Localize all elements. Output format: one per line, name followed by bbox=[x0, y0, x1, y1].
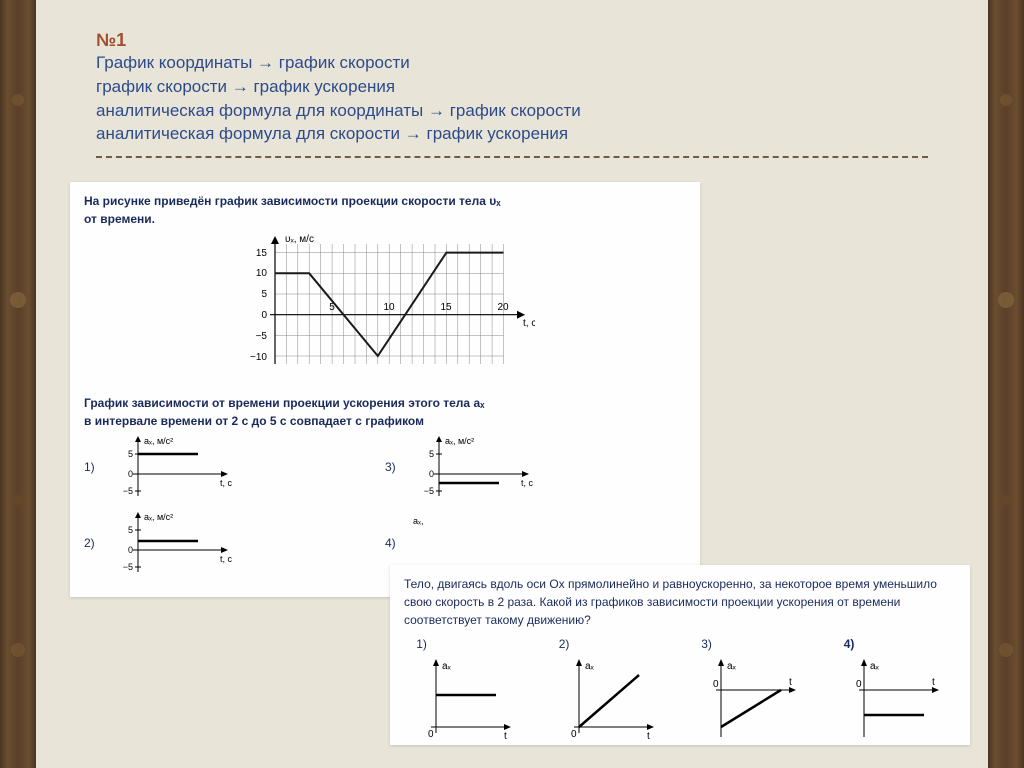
problem-number: №1 bbox=[96, 30, 126, 50]
header-line-4: аналитическая формула для скорости → гра… bbox=[96, 122, 928, 146]
ans1-num: 1) bbox=[84, 434, 108, 476]
answer-options-1: 1) 5 0 −5 aₓ, м/с² t, с 3) 5 0 −5 bbox=[84, 434, 686, 586]
svg-text:t: t bbox=[647, 731, 650, 742]
svg-text:t: t bbox=[504, 731, 507, 742]
svg-text:−5: −5 bbox=[123, 486, 133, 496]
svg-text:aₓ: aₓ bbox=[442, 661, 452, 672]
ans3-num: 3) bbox=[385, 434, 409, 476]
svg-text:0: 0 bbox=[428, 729, 434, 740]
svg-text:0: 0 bbox=[128, 469, 133, 479]
b2-ans3-num: 3) bbox=[701, 635, 712, 653]
svg-text:t: t bbox=[789, 677, 792, 688]
svg-text:−5: −5 bbox=[424, 486, 434, 496]
b2-ans2-chart: aₓ t 0 bbox=[559, 655, 659, 745]
mid-var: aₓ bbox=[473, 396, 484, 410]
svg-text:0: 0 bbox=[429, 469, 434, 479]
svg-text:t: t bbox=[932, 677, 935, 688]
svg-text:5: 5 bbox=[128, 525, 133, 535]
ans2-num: 2) bbox=[84, 510, 108, 552]
header-line-1: График координаты → график скорости bbox=[96, 51, 928, 75]
svg-text:aₓ: aₓ bbox=[870, 661, 880, 672]
svg-text:5: 5 bbox=[128, 449, 133, 459]
problem-box-1: На рисунке приведён график зависимости п… bbox=[70, 182, 700, 597]
svg-text:0: 0 bbox=[128, 545, 133, 555]
svg-text:υₓ, м/с: υₓ, м/с bbox=[285, 234, 314, 245]
svg-text:−5: −5 bbox=[256, 331, 268, 342]
ans3-chart: 5 0 −5 aₓ, м/с² t, с bbox=[409, 434, 539, 504]
intro-text: На рисунке приведён график зависимости п… bbox=[84, 192, 686, 210]
ans1-chart: 5 0 −5 aₓ, м/с² t, с bbox=[108, 434, 238, 504]
svg-text:t, с: t, с bbox=[220, 478, 233, 488]
problem-box-2: Тело, двигаясь вдоль оси Ox прямолинейно… bbox=[390, 565, 970, 745]
svg-text:0: 0 bbox=[713, 679, 719, 690]
middle-text: График зависимости от времени проекции у… bbox=[84, 394, 686, 412]
decorative-border-left bbox=[0, 0, 36, 768]
decorative-border-right bbox=[988, 0, 1024, 768]
svg-text:0: 0 bbox=[856, 679, 862, 690]
b2-ans3-chart: aₓ t 0 bbox=[701, 655, 801, 745]
svg-text:aₓ, м/с²: aₓ, м/с² bbox=[445, 436, 474, 446]
b2-ans2-num: 2) bbox=[559, 635, 570, 653]
ans2-chart: 5 0 −5 aₓ, м/с² t, с bbox=[108, 510, 238, 580]
svg-text:0: 0 bbox=[261, 310, 267, 321]
svg-text:t, с: t, с bbox=[220, 554, 233, 564]
svg-text:5: 5 bbox=[429, 449, 434, 459]
header-block: №1 График координаты → график скорости г… bbox=[96, 30, 928, 146]
svg-text:15: 15 bbox=[440, 302, 452, 313]
header-line-3: аналитическая формула для координаты → г… bbox=[96, 99, 928, 123]
svg-text:−10: −10 bbox=[250, 352, 267, 363]
svg-text:−5: −5 bbox=[123, 562, 133, 572]
main-velocity-chart: 15 10 5 0 −5 −10 5 10 15 20 υₓ, м/с t, с bbox=[84, 234, 686, 384]
mid-b: в интервале времени от 2 с до 5 с совпад… bbox=[84, 412, 686, 430]
mid-a: График зависимости от времени проекции у… bbox=[84, 396, 473, 410]
svg-text:0: 0 bbox=[571, 729, 577, 740]
ans4-num: 4) bbox=[385, 510, 409, 552]
svg-text:aₓ,: aₓ, bbox=[413, 516, 423, 526]
svg-text:10: 10 bbox=[383, 302, 395, 313]
intro-var: υₓ bbox=[489, 194, 500, 208]
box2-answers: 1) aₓ t 0 2) aₓ t 0 3) bbox=[404, 635, 956, 745]
svg-text:t, с: t, с bbox=[521, 478, 534, 488]
box2-text: Тело, двигаясь вдоль оси Ox прямолинейно… bbox=[404, 575, 956, 629]
b2-ans1-chart: aₓ t 0 bbox=[416, 655, 516, 745]
header-line-2: график скорости → график ускорения bbox=[96, 75, 928, 99]
svg-text:aₓ: aₓ bbox=[585, 661, 595, 672]
svg-text:15: 15 bbox=[256, 248, 268, 259]
svg-text:10: 10 bbox=[256, 268, 268, 279]
intro-a: На рисунке приведён график зависимости п… bbox=[84, 194, 489, 208]
divider-line bbox=[96, 156, 928, 158]
intro-b: от времени. bbox=[84, 210, 686, 228]
svg-text:20: 20 bbox=[497, 302, 509, 313]
svg-text:5: 5 bbox=[261, 289, 267, 300]
svg-text:t, с: t, с bbox=[523, 318, 535, 329]
svg-text:aₓ, м/с²: aₓ, м/с² bbox=[144, 436, 173, 446]
b2-ans4-chart: aₓ t 0 bbox=[844, 655, 944, 745]
b2-ans1-num: 1) bbox=[416, 635, 427, 653]
svg-text:aₓ: aₓ bbox=[727, 661, 737, 672]
svg-text:aₓ, м/с²: aₓ, м/с² bbox=[144, 512, 173, 522]
b2-ans4-num: 4) bbox=[844, 635, 855, 653]
